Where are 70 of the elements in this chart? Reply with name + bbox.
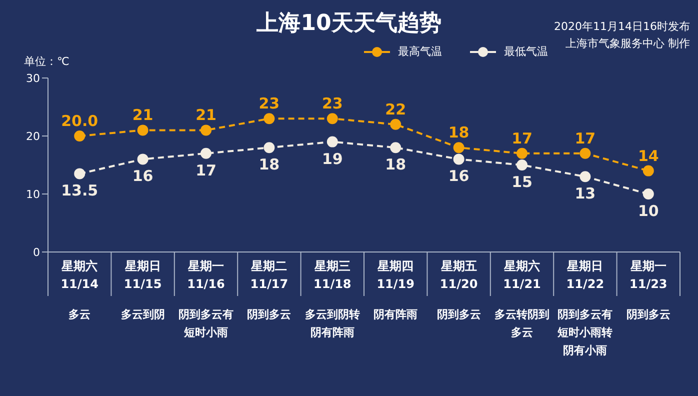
- text: 阴到多云: [247, 308, 292, 321]
- x-tick-label: 星期日 11/22: [566, 259, 604, 291]
- point: [390, 142, 402, 154]
- data-label: 19: [322, 150, 343, 168]
- text: 阴到多云: [626, 308, 670, 321]
- text: 多云到阴: [120, 308, 165, 321]
- y-tick-label: 0: [33, 246, 40, 259]
- data-label: 16: [132, 167, 154, 186]
- x-tick-label: 星期六 11/14: [60, 259, 98, 291]
- text: 2020年11月14日16时发布: [554, 19, 690, 35]
- point: [390, 118, 402, 130]
- point: [516, 160, 528, 170]
- data-label: 14: [638, 146, 659, 165]
- data-label: 16: [448, 167, 470, 186]
- x-tick-label: 星期日 11/15: [124, 259, 162, 291]
- point: [264, 113, 275, 124]
- data-label: 10: [638, 202, 659, 220]
- data-label: 21: [196, 106, 216, 124]
- point: [326, 136, 338, 148]
- point: [74, 130, 86, 142]
- x-tick-label: 星期一 11/16: [187, 259, 225, 291]
- data-label: 20.0: [61, 112, 98, 130]
- point: [642, 188, 654, 200]
- text: 阴到多云有短时小雨: [178, 308, 234, 339]
- x-tick-label: 星期三 11/18: [313, 259, 352, 291]
- data-label: 15: [512, 173, 532, 191]
- y-tick-label: 30: [26, 72, 40, 85]
- y-tick-label: 20: [26, 130, 40, 143]
- point: [326, 113, 338, 124]
- y-axis-title: 单位：℃: [24, 54, 70, 69]
- text: 多云到阴转阴有阵雨: [304, 308, 360, 339]
- chart-title: 上海10天天气趋势: [256, 11, 442, 36]
- data-label: 23: [322, 94, 343, 113]
- text: 阴到多云: [436, 308, 481, 321]
- point: [74, 168, 86, 180]
- legend-label: 最高气温: [397, 44, 442, 59]
- text: 多云: [68, 308, 91, 321]
- x-tick-label: 星期四 11/19: [376, 259, 414, 291]
- text: 多云转阴到多云: [494, 308, 550, 339]
- x-tick-label: 星期五 11/20: [440, 259, 478, 291]
- point: [516, 148, 528, 159]
- data-label: 23: [258, 94, 280, 113]
- point: [200, 124, 212, 136]
- point: [200, 148, 212, 159]
- point: [137, 124, 148, 136]
- data-label: 18: [385, 156, 406, 174]
- point: [642, 165, 654, 176]
- point: [580, 171, 591, 182]
- x-tick-label: 星期二 11/17: [250, 259, 288, 291]
- text: 阴到多云有短时小雨转阴有小雨: [556, 308, 613, 357]
- data-label: 18: [258, 156, 280, 174]
- data-label: 22: [385, 100, 406, 118]
- point: [264, 142, 275, 154]
- point: [453, 154, 464, 165]
- x-tick-label: 星期一 11/23: [629, 259, 668, 291]
- data-label: 13: [574, 184, 596, 203]
- y-tick-label: 10: [26, 188, 40, 201]
- point: [137, 154, 148, 165]
- legend-label: 最低气温: [503, 44, 548, 59]
- data-label: 17: [574, 129, 596, 148]
- data-label: 13.5: [61, 182, 98, 200]
- data-label: 17: [196, 161, 216, 180]
- data-label: 18: [448, 124, 470, 142]
- point: [580, 148, 591, 159]
- text: 上海市气象服务中心 制作: [564, 36, 690, 52]
- x-tick-label: 星期六 11/21: [503, 259, 541, 291]
- data-label: 21: [132, 106, 154, 124]
- data-label: 17: [512, 129, 532, 148]
- point: [453, 142, 464, 154]
- text: 阴有阵雨: [374, 308, 418, 321]
